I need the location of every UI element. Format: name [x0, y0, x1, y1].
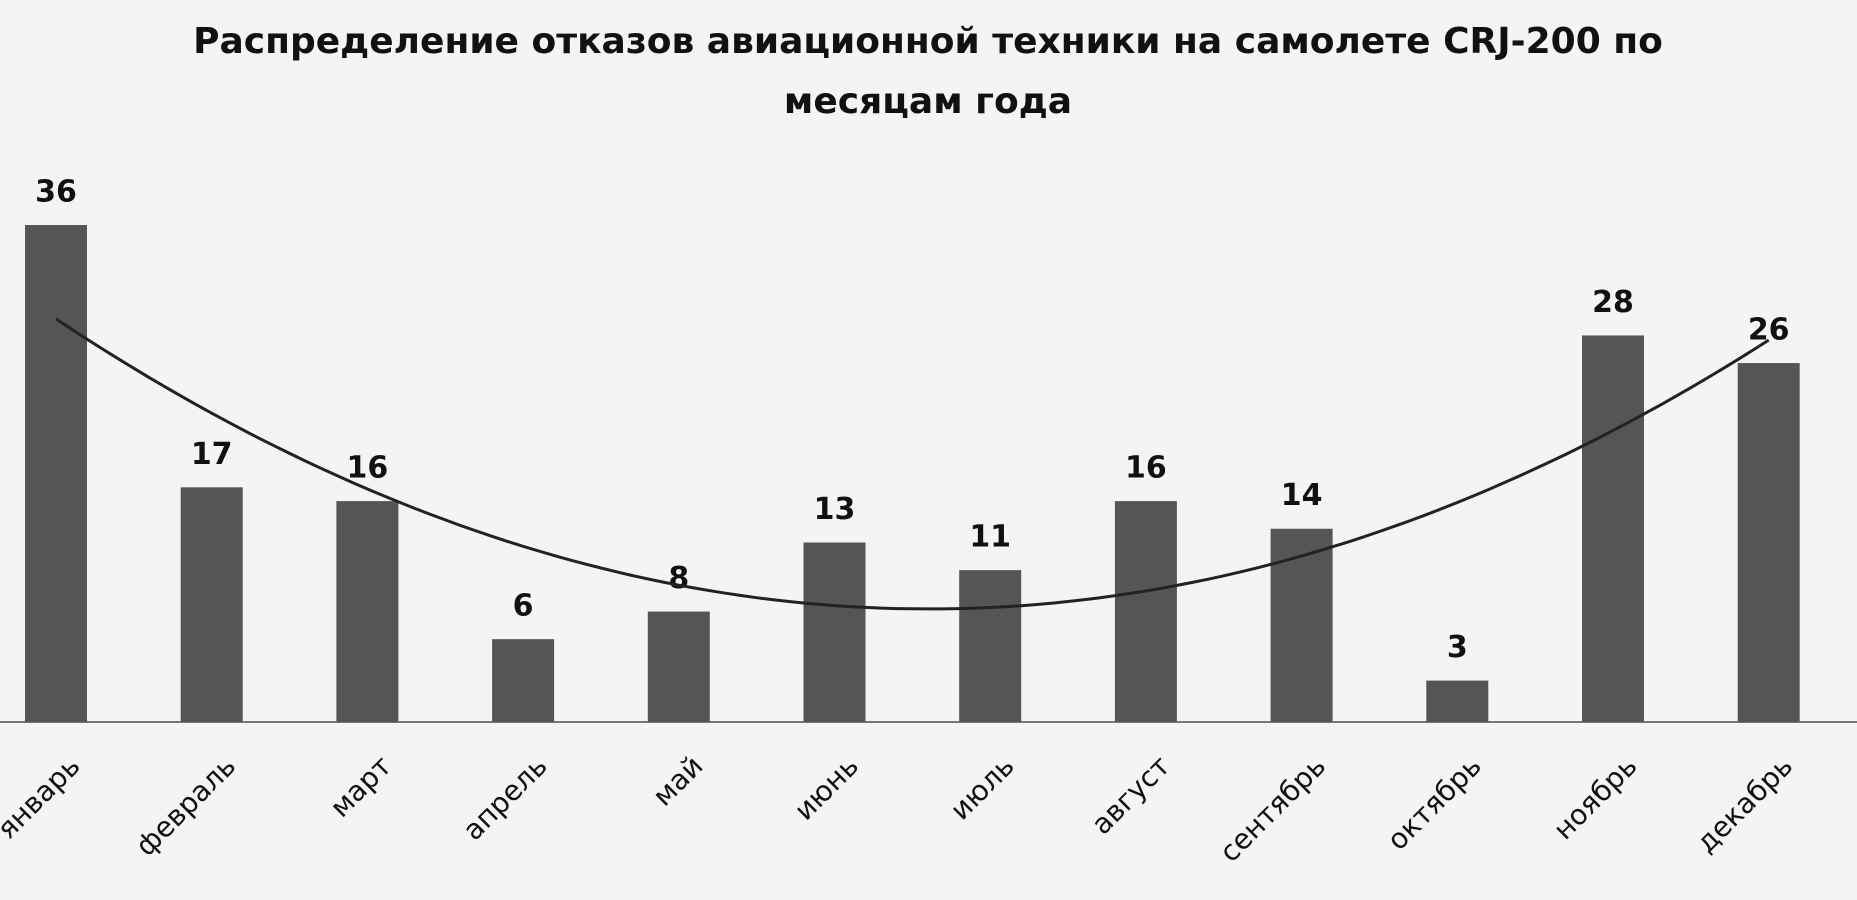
- bar: [647, 611, 710, 722]
- data-label: 14: [1281, 478, 1323, 513]
- data-label: 6: [513, 589, 534, 624]
- data-label: 36: [35, 175, 77, 210]
- data-label: 8: [668, 561, 689, 596]
- x-tick-label: январь: [0, 749, 87, 845]
- x-tick-label: февраль: [129, 749, 242, 862]
- bar: [336, 501, 399, 722]
- bar: [25, 225, 87, 722]
- bar: [492, 639, 555, 722]
- x-tick-label: сентябрь: [1213, 749, 1332, 868]
- x-tick-label: апрель: [456, 749, 553, 846]
- x-tick-label: август: [1085, 749, 1177, 841]
- x-tick-label: ноябрь: [1547, 749, 1644, 846]
- x-tick-label: май: [646, 749, 709, 812]
- data-label: 17: [191, 437, 233, 472]
- data-label: 16: [347, 451, 389, 486]
- x-tick-label: октябрь: [1381, 749, 1488, 856]
- x-tick-label: март: [323, 749, 398, 824]
- data-label: 16: [1125, 451, 1167, 486]
- bar: [1582, 335, 1644, 722]
- data-label: 11: [969, 520, 1011, 555]
- data-label: 28: [1592, 285, 1634, 320]
- bar: [1426, 680, 1489, 722]
- trend-line: [55, 317, 1770, 611]
- data-label: 3: [1447, 630, 1468, 665]
- bar: [1270, 528, 1333, 722]
- bar: [803, 542, 866, 722]
- bar: [1114, 501, 1177, 722]
- x-tick-label: июнь: [788, 749, 865, 826]
- bar: [959, 570, 1022, 722]
- data-label: 13: [814, 492, 856, 527]
- x-tick-label: декабрь: [1690, 749, 1800, 859]
- data-label: 26: [1748, 313, 1790, 348]
- x-tick-label: июль: [944, 749, 1021, 826]
- chart-title: Распределение отказов авиационной техник…: [193, 21, 1663, 122]
- bar: [1737, 363, 1800, 722]
- bar: [180, 487, 243, 722]
